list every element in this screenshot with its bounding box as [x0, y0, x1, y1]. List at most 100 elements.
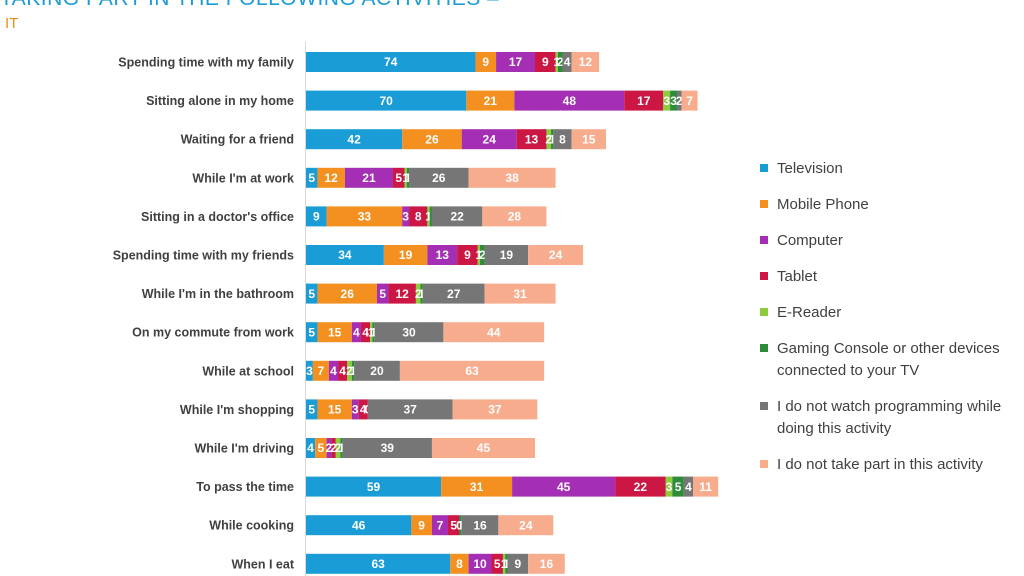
data-label: 12 [396, 287, 410, 301]
bar-segment [551, 129, 554, 150]
bar-segment [468, 553, 492, 574]
data-label: 1 [503, 557, 510, 571]
bar-segment [676, 90, 682, 111]
bar-segment [315, 438, 327, 458]
bar-segment [312, 360, 329, 381]
data-label: 19 [500, 248, 514, 262]
legend-item: Television [760, 158, 1020, 180]
data-label: 1 [553, 55, 560, 69]
data-label: 20 [370, 364, 384, 378]
bar-segment [663, 90, 671, 111]
data-label: 46 [352, 518, 366, 532]
bar-segment [351, 399, 359, 420]
data-label: 19 [399, 248, 413, 262]
bar-segment [624, 90, 664, 111]
data-label: 4 [564, 55, 571, 69]
data-label: 42 [347, 132, 361, 146]
bar-segment [372, 322, 375, 343]
bar-segment [420, 283, 423, 304]
bar-segment [317, 167, 345, 188]
bar-segment [370, 322, 373, 343]
bar-segment [615, 476, 666, 497]
bar-segment [351, 360, 355, 381]
data-label: 26 [425, 132, 439, 146]
bar-segment [326, 206, 403, 227]
bar-segment [306, 515, 412, 536]
data-label: 3 [666, 480, 673, 494]
bar-segment [347, 360, 352, 381]
data-label: 11 [699, 480, 712, 494]
data-label: 31 [470, 480, 484, 494]
category-label: While I'm in the bathroom [142, 287, 294, 301]
bar-segment [482, 206, 547, 227]
data-label: 3 [670, 94, 677, 108]
bar-segment [388, 283, 416, 304]
data-label: 2 [346, 364, 353, 378]
legend: Television Mobile Phone Computer Tablet E-Re… [760, 158, 1020, 490]
bar-segment [431, 438, 535, 458]
legend-item: I do not take part in this activity [760, 454, 1020, 476]
data-label: 17 [637, 94, 651, 108]
data-label: 5 [318, 441, 325, 455]
data-label: 2 [676, 94, 683, 108]
data-label: 1 [457, 518, 464, 532]
data-label: 24 [519, 518, 533, 532]
bar-segment [328, 360, 339, 381]
data-label: 1 [350, 364, 357, 378]
data-label: 3 [306, 364, 313, 378]
bar-segment [457, 245, 478, 265]
data-label: 16 [473, 518, 487, 532]
bar-segment [367, 399, 453, 420]
data-label: 9 [313, 210, 320, 224]
bar-segment [571, 129, 606, 150]
bar-segment [429, 206, 432, 227]
data-label: 9 [418, 518, 425, 532]
category-label: On my commute from work [132, 326, 294, 340]
bar-segment [360, 322, 371, 343]
bar-segment [502, 553, 506, 574]
bar-segment [317, 322, 352, 343]
data-label: 1 [402, 171, 409, 185]
data-label: 17 [509, 55, 523, 69]
data-label: 9 [482, 55, 489, 69]
legend-label: Television [777, 160, 843, 177]
bar-segment [507, 553, 529, 574]
data-label: 2 [326, 441, 333, 455]
category-label: Waiting for a friend [181, 133, 294, 147]
category-label: While I'm at work [192, 171, 294, 185]
legend-label: E-Reader [777, 304, 842, 321]
bar-segment [484, 245, 529, 265]
data-label: 1 [549, 132, 556, 146]
bar-segment [498, 515, 554, 536]
legend-swatch [760, 402, 768, 410]
data-label: 4 [685, 480, 692, 494]
legend-swatch [760, 200, 768, 208]
data-label: 2 [330, 441, 337, 455]
data-label: 4 [353, 325, 360, 339]
data-label: 2 [415, 287, 422, 301]
data-label: 26 [432, 171, 446, 185]
bar-segment [468, 167, 556, 188]
data-label: 3 [663, 94, 670, 108]
data-label: 24 [549, 248, 563, 262]
data-label: 2 [479, 248, 486, 262]
data-label: 22 [634, 480, 648, 494]
data-label: 22 [450, 210, 464, 224]
data-label: 1 [368, 325, 375, 339]
data-label: 10 [473, 557, 487, 571]
data-label: 1 [338, 441, 345, 455]
bar-segment [422, 283, 485, 304]
bar-segment [415, 283, 421, 304]
data-label: 37 [404, 403, 418, 417]
legend-item: Tablet [760, 266, 1020, 288]
data-label: 63 [465, 364, 479, 378]
data-label: 7 [437, 518, 444, 532]
category-label: When I eat [231, 557, 294, 571]
category-label: Sitting alone in my home [146, 94, 294, 108]
data-label: 15 [328, 403, 342, 417]
bar-segment [555, 52, 558, 72]
data-label: 9 [514, 557, 521, 571]
bar-segment [306, 167, 318, 188]
bar-segment [306, 129, 403, 150]
